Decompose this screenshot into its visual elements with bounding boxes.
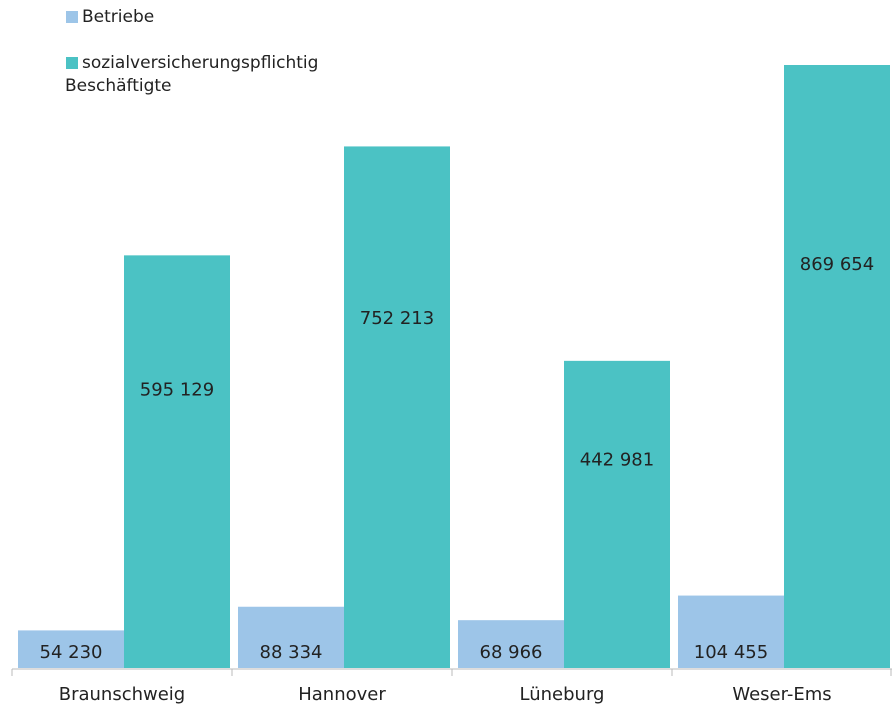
data-label: 68 966 (480, 642, 543, 663)
legend-swatch-2 (66, 57, 78, 69)
bar-betriebe-2 (238, 606, 344, 668)
data-label: 88 334 (260, 642, 323, 663)
data-label: 442 981 (580, 449, 654, 470)
chart-legend: Betriebe sozialversicherungspflichtig Besc… (65, 7, 318, 96)
legend-swatch-1 (66, 11, 78, 23)
bar-betriebe-1 (18, 630, 124, 668)
bar-betriebe-3 (458, 620, 564, 668)
data-label: 752 213 (360, 308, 434, 329)
bar-betriebe-4 (678, 595, 784, 668)
x-tick-label: Hannover (298, 684, 386, 705)
x-axis: Braunschweig Hannover Lüneburg Weser-Ems (11, 668, 892, 705)
legend-label-2: sozialversicherungspflichtig (82, 53, 318, 73)
bar-beschaeftigte-1 (124, 255, 230, 669)
data-label: 595 129 (140, 380, 214, 401)
data-label: 104 455 (694, 642, 768, 663)
x-tick-label: Lüneburg (520, 684, 605, 705)
x-tick-label: Weser-Ems (732, 684, 831, 705)
data-label: 54 230 (40, 642, 103, 663)
bar-beschaeftigte-2 (344, 146, 450, 668)
legend-label-2: Beschäftigte (65, 76, 172, 96)
x-tick-label: Braunschweig (59, 684, 186, 705)
legend-label-1: Betriebe (82, 7, 154, 27)
bar-beschaeftigte-3 (564, 360, 670, 668)
data-label: 869 654 (800, 254, 874, 275)
bar-beschaeftigte-4 (784, 65, 890, 668)
bars: 54 230 595 129 88 334 752 213 68 966 442 981 1… (18, 65, 890, 669)
